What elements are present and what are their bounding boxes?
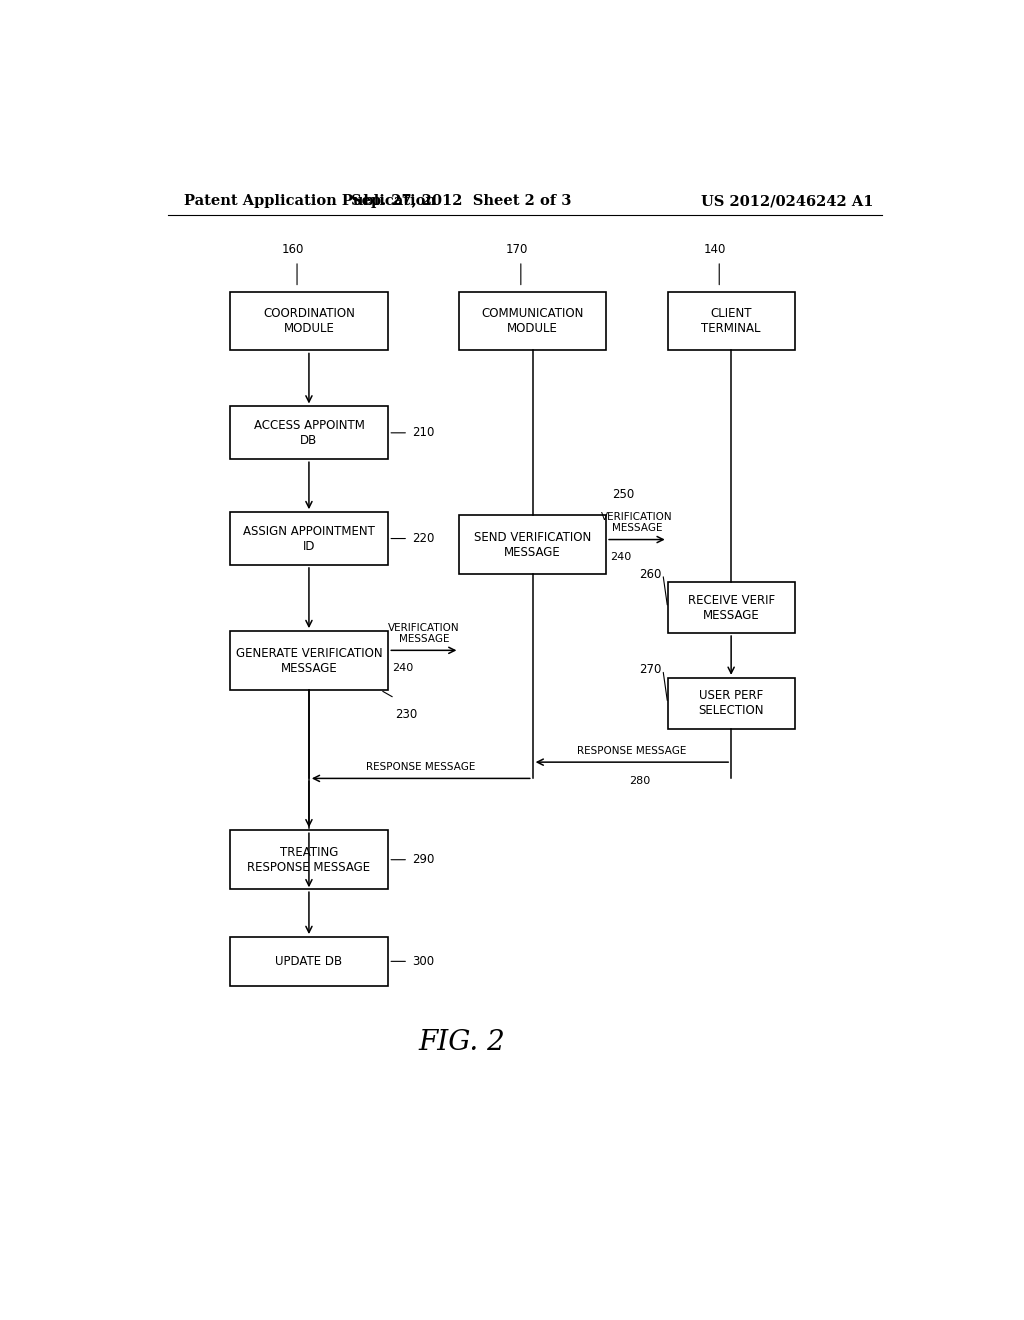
Text: 160: 160 [282, 243, 304, 256]
Text: GENERATE VERIFICATION
MESSAGE: GENERATE VERIFICATION MESSAGE [236, 647, 382, 675]
Text: 240: 240 [610, 552, 632, 562]
Text: FIG. 2: FIG. 2 [418, 1030, 505, 1056]
Text: VERIFICATION
MESSAGE: VERIFICATION MESSAGE [601, 512, 673, 533]
Bar [668, 677, 795, 729]
Text: RESPONSE MESSAGE: RESPONSE MESSAGE [578, 746, 687, 756]
Text: USER PERF
SELECTION: USER PERF SELECTION [698, 689, 764, 717]
Text: TREATING
RESPONSE MESSAGE: TREATING RESPONSE MESSAGE [248, 846, 371, 874]
Text: CLIENT
TERMINAL: CLIENT TERMINAL [701, 308, 761, 335]
Text: 140: 140 [705, 243, 726, 256]
Text: RESPONSE MESSAGE: RESPONSE MESSAGE [367, 763, 475, 772]
Text: RECEIVE VERIF
MESSAGE: RECEIVE VERIF MESSAGE [687, 594, 775, 622]
Text: 250: 250 [612, 488, 635, 502]
Bar [229, 292, 388, 351]
Text: 210: 210 [412, 426, 434, 440]
Bar [460, 292, 606, 351]
Bar [460, 515, 606, 574]
Text: 230: 230 [394, 709, 417, 721]
Text: 280: 280 [629, 776, 650, 787]
Bar [229, 407, 388, 459]
Bar [229, 937, 388, 986]
Text: 240: 240 [392, 663, 414, 672]
Bar [668, 582, 795, 634]
Text: UPDATE DB: UPDATE DB [275, 954, 342, 968]
Text: ASSIGN APPOINTMENT
ID: ASSIGN APPOINTMENT ID [243, 524, 375, 553]
Bar [229, 830, 388, 890]
Text: US 2012/0246242 A1: US 2012/0246242 A1 [701, 194, 873, 209]
Text: Sep. 27, 2012  Sheet 2 of 3: Sep. 27, 2012 Sheet 2 of 3 [351, 194, 571, 209]
Text: 170: 170 [506, 243, 528, 256]
Bar [668, 292, 795, 351]
Text: COMMUNICATION
MODULE: COMMUNICATION MODULE [481, 308, 584, 335]
Text: 260: 260 [639, 568, 662, 581]
Text: 270: 270 [639, 663, 662, 676]
Text: 300: 300 [412, 954, 434, 968]
Text: 220: 220 [412, 532, 434, 545]
Text: Patent Application Publication: Patent Application Publication [183, 194, 435, 209]
Text: ACCESS APPOINTM
DB: ACCESS APPOINTM DB [254, 418, 365, 447]
Text: COORDINATION
MODULE: COORDINATION MODULE [263, 308, 355, 335]
Text: VERIFICATION
MESSAGE: VERIFICATION MESSAGE [388, 623, 460, 644]
Bar [229, 631, 388, 690]
Text: 290: 290 [412, 853, 434, 866]
Text: SEND VERIFICATION
MESSAGE: SEND VERIFICATION MESSAGE [474, 531, 592, 558]
Bar [229, 512, 388, 565]
